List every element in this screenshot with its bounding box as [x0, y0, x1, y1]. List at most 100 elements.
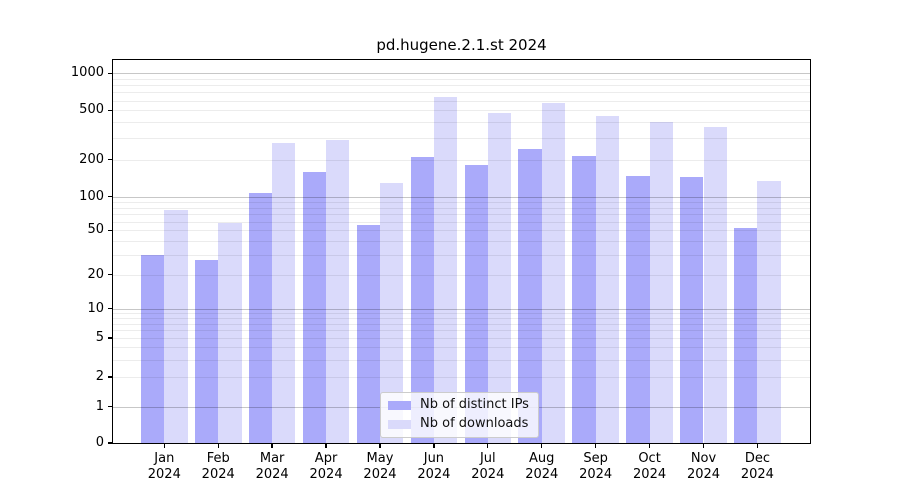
gridline-major — [113, 308, 810, 310]
gridline-minor — [113, 338, 810, 339]
gridline-minor — [113, 347, 810, 349]
bar-downloads-jul — [487, 112, 512, 443]
bar-distinct-ips-jun — [410, 156, 434, 443]
y-tick-mark — [108, 405, 113, 408]
bar-distinct-ips-aug — [518, 148, 542, 443]
y-tick-mark — [108, 337, 113, 339]
bar-downloads-may — [379, 182, 404, 443]
y-tick-mark — [108, 72, 113, 74]
x-tick-label: Jun 2024 — [417, 451, 451, 482]
x-tick-mark — [541, 443, 543, 448]
bar-downloads-mar — [272, 143, 296, 443]
x-tick-mark — [756, 443, 759, 448]
x-tick-label: Jul 2024 — [471, 451, 505, 482]
y-tick-mark — [108, 274, 113, 276]
bar-distinct-ips-jan — [141, 255, 165, 443]
bar-distinct-ips-sep — [572, 155, 596, 443]
gridline-major — [113, 73, 810, 75]
gridline-minor — [113, 312, 810, 314]
x-tick-label: Oct 2024 — [633, 451, 667, 482]
bar-downloads-nov — [703, 126, 727, 443]
y-tick-mark — [108, 376, 113, 378]
gridline-minor — [113, 255, 810, 257]
x-tick-label: Apr 2024 — [309, 451, 343, 482]
x-tick-label: Jan 2024 — [147, 451, 181, 482]
chart-title: pd.hugene.2.1.st 2024 — [376, 36, 547, 54]
x-tick-mark — [163, 443, 165, 448]
bar-distinct-ips-oct — [626, 176, 650, 443]
x-tick-mark — [379, 443, 381, 448]
bar-downloads-jun — [433, 97, 458, 443]
bar-distinct-ips-feb — [194, 260, 219, 443]
x-tick-label: Sep 2024 — [579, 451, 613, 482]
y-tick-label: 0 — [95, 435, 104, 450]
y-tick-mark — [108, 229, 113, 231]
legend-label-distinct-ips: Nb of distinct IPs — [420, 397, 529, 412]
gridline-minor — [113, 330, 810, 332]
gridline-minor — [113, 78, 810, 80]
bar-distinct-ips-dec — [734, 228, 758, 443]
bar-distinct-ips-nov — [680, 177, 704, 443]
legend-item-distinct-ips: Nb of distinct IPs — [388, 397, 529, 413]
gridline-minor — [113, 230, 810, 232]
x-tick-mark — [325, 443, 327, 448]
gridline-minor — [113, 100, 810, 102]
bar-distinct-ips-mar — [248, 193, 273, 443]
y-tick-mark — [108, 307, 113, 310]
x-tick-label: May 2024 — [363, 451, 397, 482]
bar-distinct-ips-may — [356, 224, 380, 443]
gridline-minor — [113, 359, 810, 361]
bar-downloads-sep — [595, 115, 619, 443]
x-tick-mark — [595, 443, 597, 448]
gridline-minor — [113, 241, 810, 243]
x-tick-mark — [271, 443, 273, 448]
bar-downloads-apr — [326, 139, 350, 443]
gridline-minor — [113, 214, 810, 216]
bar-downloads-feb — [218, 223, 242, 443]
gridline-minor — [113, 376, 810, 378]
bar-downloads-dec — [757, 180, 781, 443]
y-tick-label: 500 — [79, 102, 104, 118]
bar-downloads-oct — [649, 122, 673, 443]
gridline-minor — [113, 159, 810, 161]
gridline-minor — [113, 274, 810, 276]
y-tick-label: 2 — [95, 368, 104, 384]
x-tick-mark — [702, 443, 705, 448]
legend-swatch-downloads — [388, 419, 411, 429]
y-tick-mark — [108, 442, 113, 444]
gridline-minor — [113, 201, 810, 203]
legend-label-downloads: Nb of downloads — [420, 416, 529, 431]
y-tick-label: 200 — [79, 151, 104, 167]
x-tick-mark — [487, 443, 489, 448]
gridline-major — [113, 196, 810, 198]
gridline-minor — [113, 323, 810, 325]
y-tick-label: 1000 — [70, 65, 104, 81]
bar-distinct-ips-apr — [302, 171, 327, 443]
gridline-minor — [113, 137, 810, 139]
gridline-minor — [113, 92, 810, 94]
legend: Nb of distinct IPs Nb of downloads — [380, 392, 539, 438]
plot-area — [113, 60, 810, 443]
y-tick-label: 5 — [95, 330, 104, 345]
x-tick-mark — [217, 443, 219, 448]
x-tick-label: Aug 2024 — [525, 451, 559, 482]
y-tick-mark — [108, 109, 113, 112]
legend-swatch-distinct-ips — [388, 400, 411, 410]
bar-downloads-jan — [164, 210, 188, 443]
gridline-minor — [113, 207, 810, 209]
y-tick-label: 10 — [87, 300, 104, 316]
x-tick-mark — [648, 443, 651, 448]
y-tick-mark — [108, 158, 113, 161]
gridline-minor — [113, 221, 810, 223]
y-tick-label: 50 — [87, 222, 104, 238]
legend-item-downloads: Nb of downloads — [388, 416, 529, 432]
y-tick-label: 1 — [95, 398, 104, 414]
x-tick-label: Nov 2024 — [686, 451, 721, 482]
gridline-minor — [113, 317, 810, 319]
x-tick-label: Feb 2024 — [201, 451, 235, 482]
gridline-minor — [113, 110, 810, 112]
x-tick-label: Dec 2024 — [740, 451, 774, 482]
gridline-minor — [113, 122, 810, 124]
y-tick-label: 20 — [87, 266, 104, 282]
